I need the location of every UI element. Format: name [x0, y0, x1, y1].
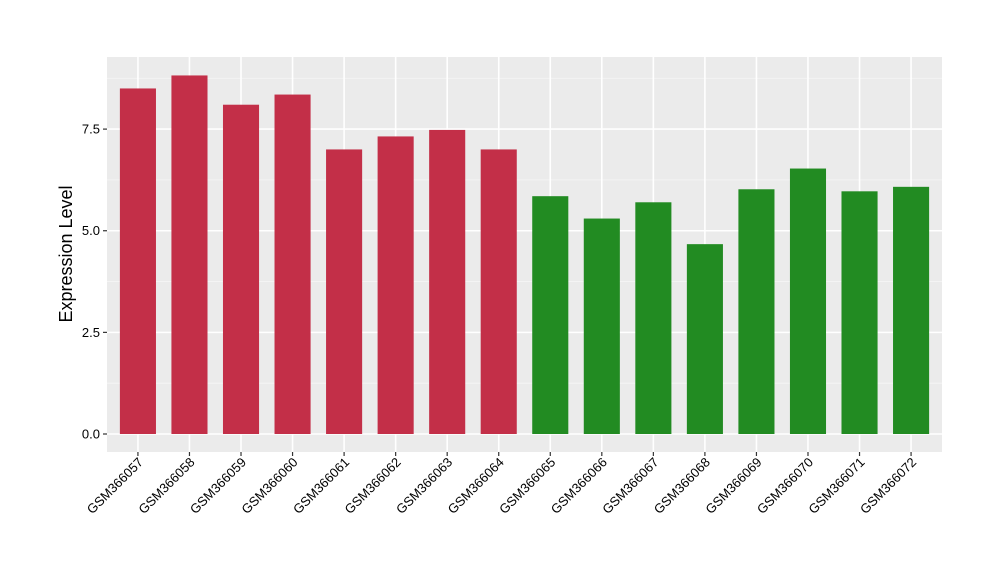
x-axis: GSM366057GSM366058GSM366059GSM366060GSM3…: [84, 452, 919, 517]
bar: [429, 129, 466, 434]
bar-series: [119, 75, 930, 435]
bar: [119, 88, 156, 435]
bar: [635, 202, 672, 434]
bar: [326, 149, 363, 434]
bar: [171, 75, 208, 435]
y-tick-label: 0.0: [82, 427, 100, 442]
bar: [893, 186, 930, 434]
y-axis: 0.0 2.5 5.0 7.5: [82, 122, 107, 442]
bar: [738, 189, 775, 434]
bar: [377, 136, 414, 434]
bar: [274, 94, 311, 434]
bar: [841, 191, 878, 434]
y-tick-label: 7.5: [82, 122, 100, 137]
bar: [789, 168, 827, 434]
bar: [686, 244, 723, 434]
y-tick-label: 2.5: [82, 325, 100, 340]
bar: [583, 218, 620, 434]
bar: [532, 196, 569, 434]
bar: [222, 104, 260, 434]
y-axis-title: Expression Level: [56, 185, 76, 322]
bar: [480, 149, 517, 434]
y-tick-label: 5.0: [82, 223, 100, 238]
